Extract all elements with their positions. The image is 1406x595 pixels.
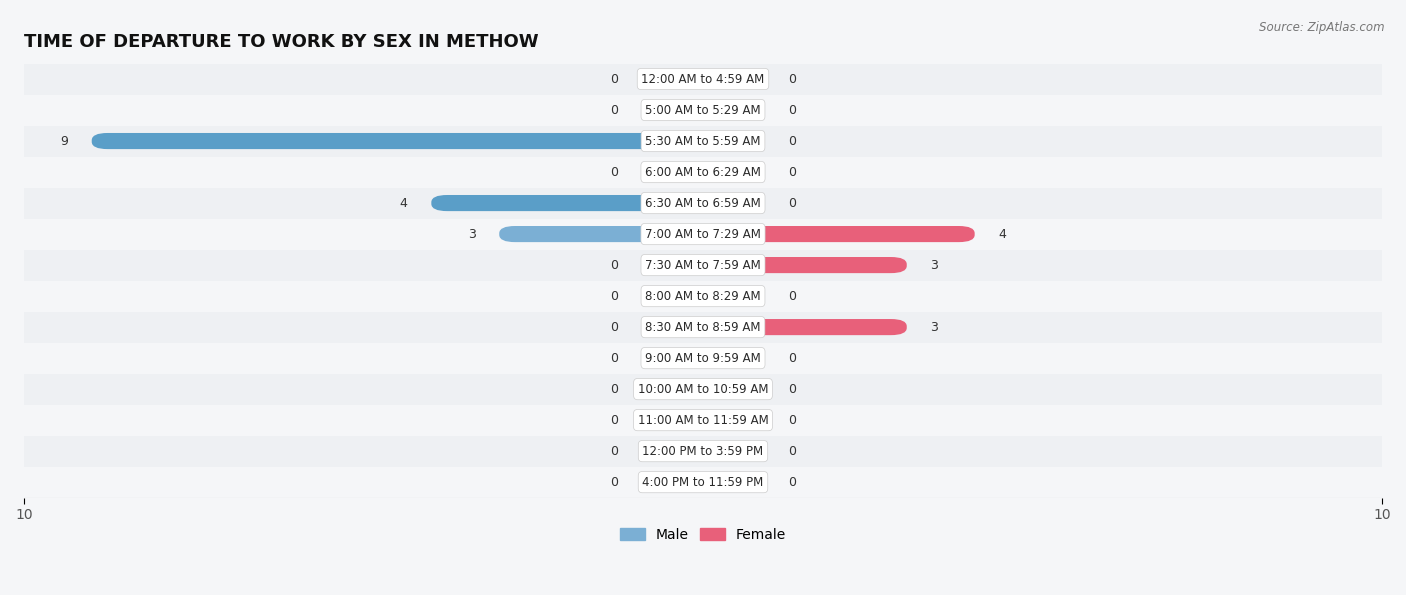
Text: 0: 0 xyxy=(787,104,796,117)
Bar xyxy=(24,249,1382,281)
Text: 4: 4 xyxy=(399,196,408,209)
Text: 0: 0 xyxy=(787,352,796,365)
Text: 0: 0 xyxy=(787,165,796,178)
FancyBboxPatch shape xyxy=(703,226,974,242)
FancyBboxPatch shape xyxy=(703,257,907,273)
FancyBboxPatch shape xyxy=(643,350,703,366)
Text: 0: 0 xyxy=(787,73,796,86)
Text: Source: ZipAtlas.com: Source: ZipAtlas.com xyxy=(1260,21,1385,34)
Text: 0: 0 xyxy=(610,444,619,458)
FancyBboxPatch shape xyxy=(703,412,763,428)
Text: 9: 9 xyxy=(60,134,67,148)
Bar xyxy=(24,64,1382,95)
Text: 0: 0 xyxy=(610,475,619,488)
Text: 6:00 AM to 6:29 AM: 6:00 AM to 6:29 AM xyxy=(645,165,761,178)
Text: 0: 0 xyxy=(787,134,796,148)
Text: 0: 0 xyxy=(610,290,619,303)
Text: 0: 0 xyxy=(787,196,796,209)
Text: 0: 0 xyxy=(610,104,619,117)
Text: 12:00 AM to 4:59 AM: 12:00 AM to 4:59 AM xyxy=(641,73,765,86)
Bar xyxy=(24,187,1382,218)
FancyBboxPatch shape xyxy=(703,288,763,304)
FancyBboxPatch shape xyxy=(643,288,703,304)
Bar xyxy=(24,156,1382,187)
Text: 12:00 PM to 3:59 PM: 12:00 PM to 3:59 PM xyxy=(643,444,763,458)
FancyBboxPatch shape xyxy=(703,474,763,490)
Text: 0: 0 xyxy=(610,383,619,396)
Bar xyxy=(24,126,1382,156)
FancyBboxPatch shape xyxy=(703,443,763,459)
Text: 0: 0 xyxy=(787,475,796,488)
Bar xyxy=(24,95,1382,126)
Text: 0: 0 xyxy=(610,259,619,271)
FancyBboxPatch shape xyxy=(703,319,907,335)
FancyBboxPatch shape xyxy=(643,319,703,335)
Bar xyxy=(24,466,1382,497)
FancyBboxPatch shape xyxy=(499,226,703,242)
Text: 0: 0 xyxy=(610,321,619,334)
Bar xyxy=(24,374,1382,405)
FancyBboxPatch shape xyxy=(643,412,703,428)
Text: 3: 3 xyxy=(931,321,938,334)
Text: 0: 0 xyxy=(610,73,619,86)
FancyBboxPatch shape xyxy=(643,381,703,397)
FancyBboxPatch shape xyxy=(643,257,703,273)
Text: 8:00 AM to 8:29 AM: 8:00 AM to 8:29 AM xyxy=(645,290,761,303)
Text: 0: 0 xyxy=(610,352,619,365)
Bar xyxy=(24,436,1382,466)
Legend: Male, Female: Male, Female xyxy=(614,522,792,547)
Text: 7:30 AM to 7:59 AM: 7:30 AM to 7:59 AM xyxy=(645,259,761,271)
FancyBboxPatch shape xyxy=(703,350,763,366)
Bar xyxy=(24,343,1382,374)
Text: 11:00 AM to 11:59 AM: 11:00 AM to 11:59 AM xyxy=(638,414,768,427)
Text: 8:30 AM to 8:59 AM: 8:30 AM to 8:59 AM xyxy=(645,321,761,334)
Text: 0: 0 xyxy=(610,414,619,427)
Text: 7:00 AM to 7:29 AM: 7:00 AM to 7:29 AM xyxy=(645,227,761,240)
Bar xyxy=(24,312,1382,343)
Text: 5:00 AM to 5:29 AM: 5:00 AM to 5:29 AM xyxy=(645,104,761,117)
Bar xyxy=(24,281,1382,312)
FancyBboxPatch shape xyxy=(703,133,763,149)
FancyBboxPatch shape xyxy=(643,164,703,180)
FancyBboxPatch shape xyxy=(703,195,763,211)
FancyBboxPatch shape xyxy=(643,443,703,459)
FancyBboxPatch shape xyxy=(91,133,703,149)
FancyBboxPatch shape xyxy=(432,195,703,211)
FancyBboxPatch shape xyxy=(703,381,763,397)
FancyBboxPatch shape xyxy=(703,71,763,87)
Text: 6:30 AM to 6:59 AM: 6:30 AM to 6:59 AM xyxy=(645,196,761,209)
Text: 3: 3 xyxy=(468,227,475,240)
Text: 0: 0 xyxy=(787,414,796,427)
Text: 0: 0 xyxy=(787,290,796,303)
Text: 0: 0 xyxy=(787,444,796,458)
FancyBboxPatch shape xyxy=(703,102,763,118)
Text: 0: 0 xyxy=(610,165,619,178)
Text: 3: 3 xyxy=(931,259,938,271)
Text: 9:00 AM to 9:59 AM: 9:00 AM to 9:59 AM xyxy=(645,352,761,365)
FancyBboxPatch shape xyxy=(703,164,763,180)
Text: 4: 4 xyxy=(998,227,1007,240)
Text: 10:00 AM to 10:59 AM: 10:00 AM to 10:59 AM xyxy=(638,383,768,396)
Text: 5:30 AM to 5:59 AM: 5:30 AM to 5:59 AM xyxy=(645,134,761,148)
Bar xyxy=(24,405,1382,436)
FancyBboxPatch shape xyxy=(643,102,703,118)
Text: 4:00 PM to 11:59 PM: 4:00 PM to 11:59 PM xyxy=(643,475,763,488)
FancyBboxPatch shape xyxy=(643,71,703,87)
Text: TIME OF DEPARTURE TO WORK BY SEX IN METHOW: TIME OF DEPARTURE TO WORK BY SEX IN METH… xyxy=(24,33,538,51)
Text: 0: 0 xyxy=(787,383,796,396)
FancyBboxPatch shape xyxy=(643,474,703,490)
Bar xyxy=(24,218,1382,249)
